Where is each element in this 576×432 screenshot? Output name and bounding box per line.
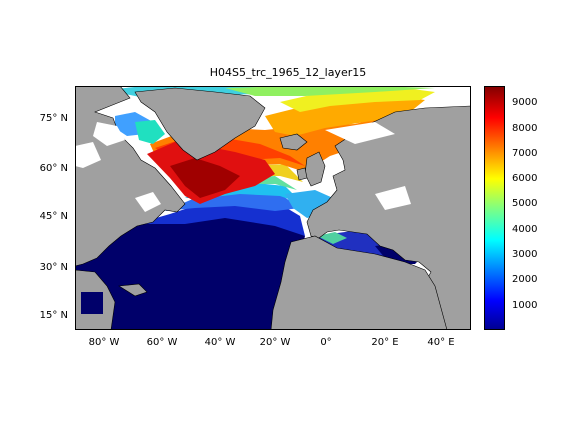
map-panel bbox=[75, 86, 471, 330]
lat-label-45: 45° N bbox=[39, 211, 68, 222]
colorbar-tick-8000: 8000 bbox=[512, 123, 538, 134]
colorbar-border bbox=[484, 86, 505, 330]
lat-label-15: 15° N bbox=[39, 310, 68, 321]
lat-label-75: 75° N bbox=[39, 113, 68, 124]
colorbar-tick-4000: 4000 bbox=[512, 224, 538, 235]
colorbar-tick-6000: 6000 bbox=[512, 173, 538, 184]
colorbar-tick-5000: 5000 bbox=[512, 198, 538, 209]
colorbar-tick-9000: 9000 bbox=[512, 97, 538, 108]
lat-label-30: 30° N bbox=[39, 262, 68, 273]
colorbar-tick-7000: 7000 bbox=[512, 148, 538, 159]
lon-label-40w: 40° W bbox=[204, 337, 236, 348]
colorbar bbox=[484, 86, 505, 330]
colorbar-tick-3000: 3000 bbox=[512, 249, 538, 260]
lon-label-20w: 20° W bbox=[259, 337, 291, 348]
lon-label-40e: 40° E bbox=[427, 337, 455, 348]
lon-label-0: 0° bbox=[320, 337, 332, 348]
caribbean-data bbox=[81, 292, 155, 330]
plot-title: H04S5_trc_1965_12_layer15 bbox=[209, 66, 367, 79]
map-border bbox=[75, 86, 471, 330]
lon-label-80w: 80° W bbox=[88, 337, 120, 348]
nodata-patches bbox=[75, 122, 411, 212]
lon-label-20e: 20° E bbox=[371, 337, 399, 348]
lon-label-60w: 60° W bbox=[146, 337, 178, 348]
colorbar-gradient bbox=[484, 86, 505, 330]
lat-label-60: 60° N bbox=[39, 163, 68, 174]
colorbar-tick-2000: 2000 bbox=[512, 274, 538, 285]
colorbar-tick-1000: 1000 bbox=[512, 300, 538, 311]
